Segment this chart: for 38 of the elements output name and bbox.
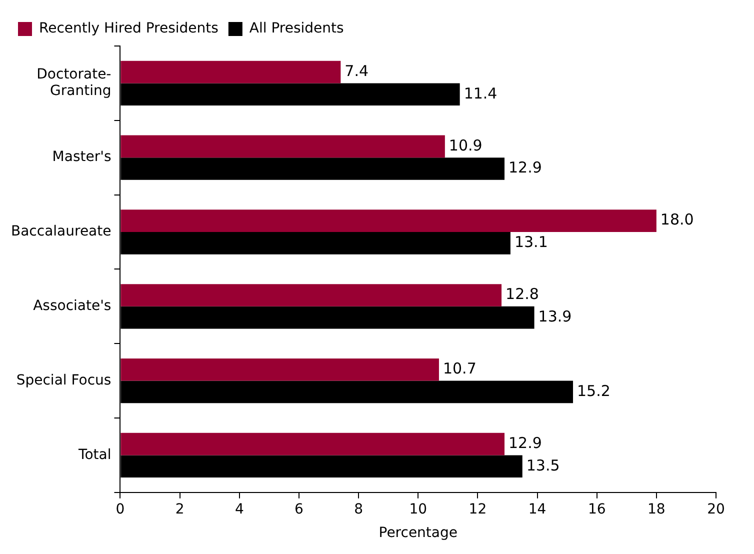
bar <box>120 284 502 306</box>
data-label: 13.5 <box>526 456 560 474</box>
data-label: 10.7 <box>442 360 476 378</box>
bar <box>120 60 341 84</box>
y-tick-label: Master's <box>52 149 112 166</box>
bar <box>120 432 505 456</box>
bar <box>120 210 656 232</box>
data-label: 13.1 <box>514 233 548 252</box>
x-tick-label: 2 <box>175 501 184 518</box>
data-label: 18.0 <box>660 210 694 229</box>
x-axis-title: Percentage <box>378 525 458 542</box>
data-label: 15.2 <box>577 382 610 400</box>
x-tick-label: 18 <box>648 501 666 518</box>
x-tick-label: 6 <box>294 501 304 518</box>
x-tick-label: 16 <box>588 501 606 518</box>
y-tick-label: Baccalaureate <box>10 224 112 240</box>
data-label: 11.4 <box>464 84 498 102</box>
legend-label: Recently Hired Presidents <box>39 20 218 37</box>
bar <box>120 358 439 381</box>
y-tick-label: Doctorate-Granting <box>36 66 112 100</box>
data-label: 12.9 <box>508 434 542 452</box>
bar <box>120 135 445 158</box>
legend-label: All Presidents <box>249 20 344 37</box>
x-tick-label: 12 <box>468 501 487 518</box>
x-tick-label: 20 <box>707 501 725 518</box>
data-label: 7.4 <box>344 62 369 80</box>
data-label: 13.9 <box>538 307 572 326</box>
x-tick-label: 0 <box>116 501 125 518</box>
x-tick-label: 8 <box>354 501 364 518</box>
x-tick-label: 14 <box>528 501 546 518</box>
data-label: 12.9 <box>508 158 542 177</box>
y-tick-label: Special Focus <box>16 372 112 388</box>
y-tick-label: Associate's <box>33 298 112 314</box>
y-tick-label: Total <box>78 446 112 463</box>
data-label: 12.8 <box>506 285 539 304</box>
data-label: 10.9 <box>448 136 482 154</box>
x-tick-label: 10 <box>409 501 428 518</box>
x-tick-label: 4 <box>234 501 244 518</box>
